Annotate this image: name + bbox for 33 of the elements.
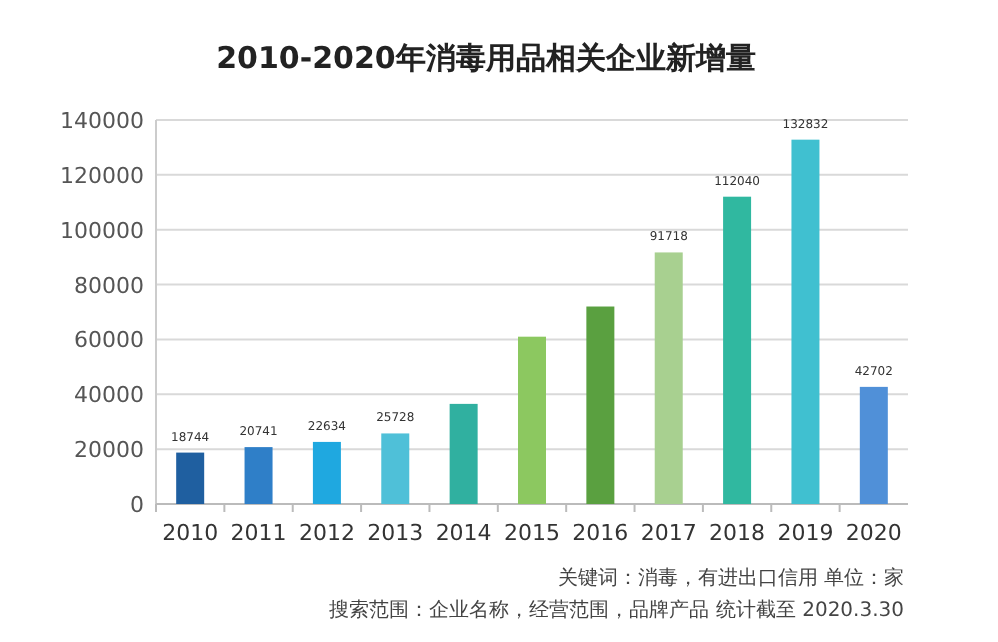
text: 关键词：消毒，有进出口信用 单位：家 xyxy=(557,566,904,590)
y-tick-label: 100000 xyxy=(60,217,144,244)
bar xyxy=(449,403,478,504)
text: 搜索范围：企业名称，经营范围，品牌产品 统计截至 2020.3.30 xyxy=(329,598,904,622)
y-tick-label: 80000 xyxy=(74,272,144,299)
x-tick-label: 2013 xyxy=(367,520,424,546)
y-tick-label: 120000 xyxy=(60,162,144,189)
x-tick-label: 2012 xyxy=(298,520,355,546)
y-tick-label: 0 xyxy=(130,492,144,518)
bar xyxy=(518,336,546,504)
x-tick-label: 2015 xyxy=(504,520,560,546)
chart-title: 2010-2020年消毒用品相关企业新增量 xyxy=(216,40,756,76)
x-tick-label: 2016 xyxy=(572,520,629,546)
x-tick-label: 2014 xyxy=(435,520,492,546)
bar xyxy=(791,139,820,504)
y-tick-label: 140000 xyxy=(60,108,144,134)
bar xyxy=(244,447,273,504)
x-tick-label: 2020 xyxy=(845,520,902,546)
y-tick-label: 40000 xyxy=(74,382,144,409)
bar xyxy=(654,252,683,504)
bar xyxy=(859,386,888,504)
x-tick-label: 2011 xyxy=(230,520,287,546)
bar xyxy=(381,433,410,504)
bar xyxy=(312,441,341,504)
bar xyxy=(586,306,615,504)
bar xyxy=(723,196,752,504)
y-tick-label: 20000 xyxy=(74,437,144,464)
x-tick-label: 2019 xyxy=(777,520,834,546)
y-tick-label: 60000 xyxy=(74,327,144,354)
bar xyxy=(176,452,205,504)
x-tick-label: 2017 xyxy=(640,520,697,546)
x-tick-label: 2010 xyxy=(162,520,219,546)
x-tick-label: 2018 xyxy=(709,520,766,546)
